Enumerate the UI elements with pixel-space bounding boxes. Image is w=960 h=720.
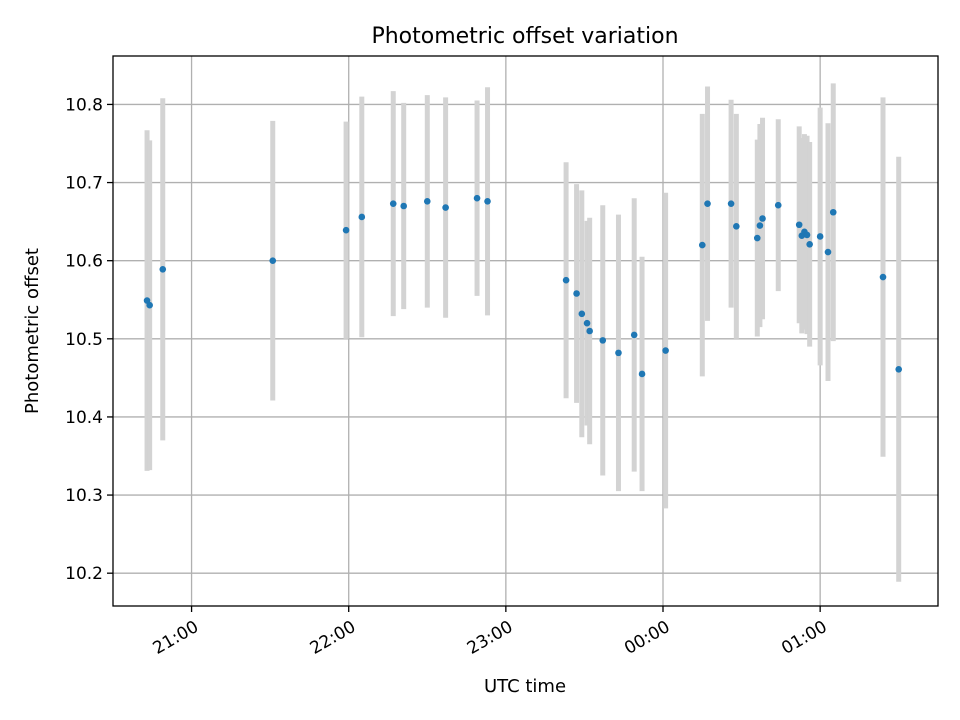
data-point [638,370,646,378]
y-tick-label: 10.3 [65,486,103,506]
plot-frame [112,55,939,607]
data-point [753,234,761,242]
data-point [159,265,167,273]
data-point [824,248,832,256]
chart-title: Photometric offset variation [371,24,678,49]
y-tick-label: 10.5 [65,330,103,350]
data-point [146,301,153,309]
data-point [756,222,764,229]
point-layer [143,194,903,378]
data-point [342,226,350,234]
data-point [806,240,813,248]
data-point [829,208,837,216]
y-axis-label: Photometric offset [22,248,43,414]
y-tick-label: 10.8 [65,95,103,115]
y-tick-label: 10.2 [65,564,103,584]
data-point [442,204,449,211]
data-point [795,221,803,229]
y-tick-label: 10.6 [65,252,103,272]
x-axis-label: UTC time [484,676,566,697]
data-point [562,276,570,284]
data-point [573,290,580,297]
data-point [895,365,903,373]
data-point [662,347,669,354]
data-point [698,241,706,249]
data-point [733,223,740,230]
data-point [599,337,607,344]
data-point [879,273,887,281]
data-point [615,349,622,357]
data-point [583,319,591,327]
data-point [423,198,431,205]
data-point [759,215,766,222]
data-point [704,200,711,207]
data-point [586,327,593,335]
data-point [389,200,397,207]
data-point [484,198,491,205]
data-point [774,201,782,209]
data-point [816,233,824,240]
data-point [578,310,586,318]
data-point [473,194,481,202]
y-tick-label: 10.7 [65,174,103,194]
data-point [803,231,811,239]
data-point [400,202,408,210]
data-point [630,331,638,339]
data-point [727,200,735,207]
y-tick-label: 10.4 [65,408,103,428]
data-point [358,213,366,221]
data-point [269,257,277,264]
